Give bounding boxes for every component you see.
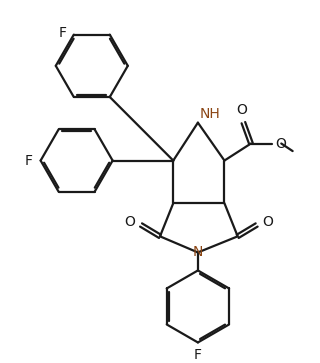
Text: O: O bbox=[124, 215, 135, 229]
Text: F: F bbox=[25, 154, 33, 168]
Text: O: O bbox=[276, 136, 286, 151]
Text: O: O bbox=[236, 103, 247, 117]
Text: O: O bbox=[262, 215, 273, 229]
Text: N: N bbox=[193, 245, 203, 260]
Text: NH: NH bbox=[200, 107, 220, 121]
Text: F: F bbox=[58, 26, 66, 40]
Text: F: F bbox=[194, 348, 202, 362]
